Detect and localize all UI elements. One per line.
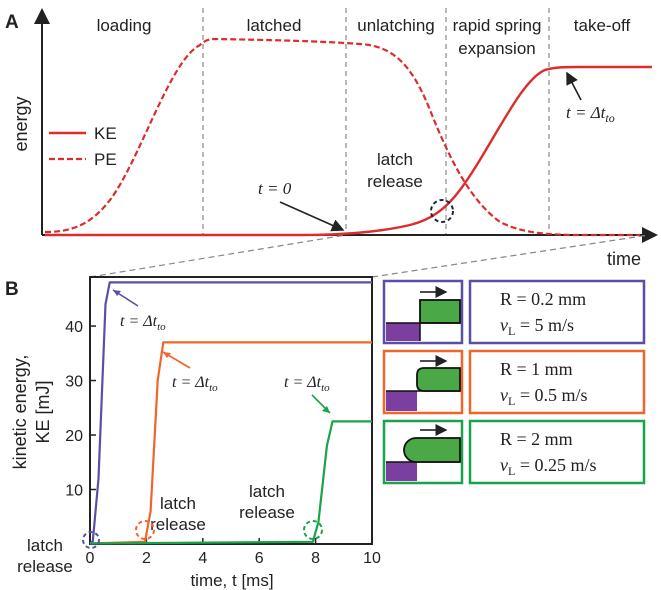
phase-label-take-off: take-off [574,16,631,35]
latch-release-orange-line2: release [150,515,206,534]
phase-dividers [202,8,550,235]
projectile-green [403,437,461,463]
y-axis-label-b-line1: kinetic energy, [10,355,30,470]
latch-release-green-line1: latch [249,482,285,501]
latch-release-orange-line1: latch [160,494,196,513]
param-frame-blue [468,279,646,345]
tto-arrow-a [566,71,582,101]
x-axis-label-b: time, t [ms] [190,571,273,590]
latch-release-green-line2: release [239,503,295,522]
ke-curve [45,65,652,237]
param-frame-green [468,419,646,485]
x-tick-label: 0 [86,550,95,567]
y-axis-label-a: energy [11,96,31,151]
phase-label-rapid-spring: rapid spring [453,16,542,35]
b-series [89,281,372,545]
tto-arrowhead-green [322,406,330,413]
schematic-blue [382,279,464,345]
y-tick-label: 40 [65,319,83,336]
tto-label-green: t = Δtto [284,374,330,394]
latch-release-a-line1: latch [377,150,413,169]
x-tick-label: 4 [198,550,207,567]
legend-pe-label: PE [94,150,117,169]
latch-release-a-line2: release [367,172,423,191]
series-line-green [89,420,372,545]
y-tick-label: 10 [65,483,83,500]
x-axis-label-a: time [607,249,641,269]
latch-block-blue [386,323,420,341]
latch-release-blue-line2: release [17,557,73,576]
tto-label-orange: t = Δtto [172,374,218,394]
x-tick-label: 6 [255,550,264,567]
x-tick-label: 2 [142,550,151,567]
velocity-text-orange: vL = 0.5 m/s [500,385,588,408]
panel-b-letter: B [5,279,19,300]
latch-circle-orange [135,520,155,540]
param-box-orange: R = 1 mm vL = 0.5 m/s [468,349,646,415]
phase-label-loading: loading [97,16,152,35]
velocity-text-green: vL = 0.25 m/s [500,455,597,478]
panel-b: B kinetic energy, KE [mJ] time, t [ms] 0… [5,276,381,590]
zoom-guide-left [89,234,347,278]
t0-arrow [279,201,345,232]
velocity-text-blue: vL = 5 m/s [500,315,574,338]
radius-text-orange: R = 1 mm [500,359,573,379]
t0-label: t = 0 [258,179,292,198]
tto-label-a: t = Δtto [566,103,615,125]
projectile-orange [416,367,461,392]
latch-release-blue-line1: latch [27,536,63,555]
latch-circle-blue [82,531,100,549]
phase-label-unlatching: unlatching [357,16,435,35]
plot-frame-b [89,276,373,545]
param-frame-orange [468,349,646,415]
y-tick-label: 20 [65,428,83,445]
series-line-orange [89,341,372,545]
legend-ke-label: KE [94,124,117,143]
latch-block-green [386,462,417,481]
phase-label-expansion: expansion [458,39,536,58]
param-box-blue: R = 0.2 mm vL = 5 m/s [468,279,646,345]
pe-curve [44,37,640,237]
latch-release-circle-a [430,199,454,223]
radius-text-blue: R = 0.2 mm [500,289,586,309]
x-tick-label: 8 [311,550,320,567]
schematic-green [382,419,464,485]
legend-a: KE PE [49,124,117,169]
y-tick-label: 30 [65,374,83,391]
latch-block-orange [386,391,417,411]
y-axis-label-b-line2: KE [mJ] [33,380,53,443]
panel-a-letter: A [5,12,19,33]
x-tick-label: 10 [363,550,381,567]
panel-a: A loading latched unlatching rapid sprin… [5,8,658,269]
series-line-blue [89,281,372,545]
tto-label-blue: t = Δtto [120,313,166,333]
b-ticks: 0 2 4 6 8 10 10 20 30 40 [65,319,381,567]
radius-text-green: R = 2 mm [500,429,573,449]
tto-arrowhead-blue [113,290,121,296]
projectile-blue [419,299,461,324]
schematic-orange [382,349,464,415]
param-box-green: R = 2 mm vL = 0.25 m/s [468,419,646,485]
tto-arrowhead-orange [163,352,171,358]
phase-label-latched: latched [247,16,302,35]
latch-circle-green [303,520,323,540]
zoom-guide-right [371,234,650,278]
